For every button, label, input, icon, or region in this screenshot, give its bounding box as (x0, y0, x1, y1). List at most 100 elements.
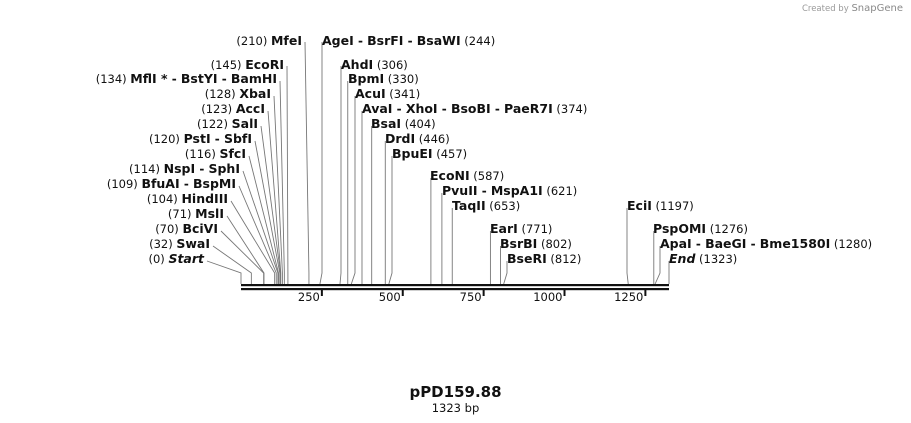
enzyme-label-text: (145) EcoRI (211, 57, 284, 72)
enzyme-label-text: AhdI (306) (341, 57, 408, 72)
enzyme-name: HindIII (181, 191, 228, 206)
leader-line (212, 245, 252, 284)
enzyme-name: BsaI (371, 116, 401, 131)
enzyme-position: (306) (373, 58, 408, 72)
enzyme-name: BseRI (507, 251, 547, 266)
enzyme-label-ecori[interactable]: (145) EcoRI (211, 57, 284, 72)
enzyme-position: (1276) (706, 222, 748, 236)
enzyme-label-hindiii[interactable]: (104) HindIII (147, 191, 228, 206)
leader-line (242, 170, 279, 284)
enzyme-separator: - (218, 72, 231, 86)
backbone-top-strand (241, 284, 669, 287)
enzyme-label-bcivi[interactable]: (70) BciVI (155, 221, 218, 236)
enzyme-label-apai[interactable]: ApaI - BaeGI - Bme1580I (1280) (660, 236, 872, 251)
enzyme-label-pspomi[interactable]: PspOMI (1276) (653, 221, 748, 236)
axis-ticks: 250 500 750 1000 1250 (298, 290, 647, 304)
enzyme-name: BsrBI (500, 236, 537, 251)
enzyme-label-text: AcuI (341) (355, 86, 420, 101)
enzyme-position: (653) (486, 199, 521, 213)
enzyme-position: (244) (461, 34, 496, 48)
enzyme-label-nspi[interactable]: (114) NspI - SphI (129, 161, 240, 176)
enzyme-separator: - (211, 132, 224, 146)
enzyme-name: EciI (627, 198, 652, 213)
enzyme-label-swai[interactable]: (32) SwaI (149, 236, 210, 251)
enzyme-label-avai[interactable]: AvaI - XhoI - BsoBI - PaeR7I (374) (362, 101, 587, 116)
enzyme-label-text: (114) NspI - SphI (129, 161, 240, 176)
enzyme-separator: - (491, 102, 504, 116)
leader-line (626, 208, 629, 285)
axis-tick-label: 1250 (614, 290, 643, 304)
axis-tick (644, 290, 647, 296)
enzyme-label-psti[interactable]: (120) PstI - SbfI (149, 131, 252, 146)
enzyme-separator: - (392, 102, 405, 116)
enzyme-label-ecii[interactable]: EciI (1197) (627, 198, 694, 213)
enzyme-label-bsai[interactable]: BsaI (404) (371, 116, 436, 131)
enzyme-separator: - (746, 237, 759, 251)
enzyme-label-text: (128) XbaI (205, 86, 271, 101)
enzyme-label-bpmi[interactable]: BpmI (330) (348, 71, 419, 86)
enzyme-label-start[interactable]: (0) Start (148, 251, 205, 266)
enzyme-label-sfci[interactable]: (116) SfcI (185, 146, 246, 161)
enzyme-label-econi[interactable]: EcoNI (587) (430, 168, 504, 183)
enzyme-separator: - (438, 102, 451, 116)
sequence-backbone (241, 284, 669, 291)
enzyme-name: Start (168, 251, 205, 266)
enzyme-separator: - (180, 177, 193, 191)
enzyme-label-bseri[interactable]: BseRI (812) (507, 251, 581, 266)
enzyme-name: BpuEI (392, 146, 433, 161)
enzyme-label-msli[interactable]: (71) MslI (168, 206, 224, 221)
enzyme-label-text: BseRI (812) (507, 251, 581, 266)
enzyme-label-text: (116) SfcI (185, 146, 246, 161)
enzyme-label-text: EarI (771) (490, 221, 552, 236)
enzyme-label-text: BpmI (330) (348, 71, 419, 86)
enzyme-label-taqii[interactable]: TaqII (653) (452, 198, 520, 213)
enzyme-label-text: DrdI (446) (385, 131, 450, 146)
enzyme-position: (330) (384, 72, 419, 86)
enzyme-label-sali[interactable]: (122) SalI (197, 116, 258, 131)
leader-line (304, 41, 310, 284)
enzyme-label-acui[interactable]: AcuI (341) (355, 86, 420, 101)
enzyme-label-drdi[interactable]: DrdI (446) (385, 131, 450, 146)
enzyme-separator: - (195, 162, 208, 176)
enzyme-label-mfei[interactable]: (210) MfeI (236, 33, 302, 48)
enzyme-label-bfuai[interactable]: (109) BfuAI - BspMI (107, 176, 236, 191)
enzyme-label-acci[interactable]: (123) AccI (201, 101, 265, 116)
enzyme-separator: - (168, 72, 181, 86)
enzyme-separator: - (478, 184, 491, 198)
enzyme-separator: - (403, 34, 416, 48)
enzyme-label-agei[interactable]: AgeI - BsrFI - BsaWI (244) (322, 33, 495, 48)
enzyme-position: (32) (149, 237, 176, 251)
enzyme-label-xbai[interactable]: (128) XbaI (205, 86, 271, 101)
enzyme-label-pvuii[interactable]: PvuII - MspA1I (621) (442, 183, 577, 198)
enzyme-position: (1280) (830, 237, 872, 251)
leader-line (254, 140, 281, 284)
enzyme-label-eari[interactable]: EarI (771) (490, 221, 552, 236)
enzyme-name: MfeI (271, 33, 302, 48)
enzyme-name: MslI (195, 206, 224, 221)
enzyme-position: (145) (211, 58, 246, 72)
axis-tick-label: 500 (379, 290, 401, 304)
enzyme-label-text: (32) SwaI (149, 236, 210, 251)
enzyme-name: BamHI (231, 71, 277, 86)
enzyme-name: MspA1I (491, 183, 543, 198)
enzyme-position: (771) (518, 222, 553, 236)
enzyme-label-ahdi[interactable]: AhdI (306) (341, 57, 408, 72)
enzyme-label-text: (70) BciVI (155, 221, 218, 236)
enzyme-label-text: BpuEI (457) (392, 146, 467, 161)
axis-tick-label: 1000 (533, 290, 562, 304)
enzyme-label-mfli[interactable]: (134) MflI * - BstYI - BamHI (96, 71, 277, 86)
enzyme-position: (341) (386, 87, 421, 101)
leader-line (230, 200, 276, 284)
enzyme-name: SalI (232, 116, 258, 131)
leader-line (226, 215, 265, 284)
enzyme-position: (404) (401, 117, 436, 131)
enzyme-position: (802) (537, 237, 572, 251)
enzyme-label-bpuei[interactable]: BpuEI (457) (392, 146, 467, 161)
enzyme-position: (128) (205, 87, 240, 101)
enzyme-position: (446) (415, 132, 450, 146)
enzyme-position: (1323) (695, 252, 737, 266)
enzyme-label-end[interactable]: End (1323) (669, 251, 737, 266)
enzyme-label-bsrbi[interactable]: BsrBI (802) (500, 236, 572, 251)
leader-line (206, 260, 242, 284)
enzyme-label-text: (0) Start (148, 251, 205, 266)
